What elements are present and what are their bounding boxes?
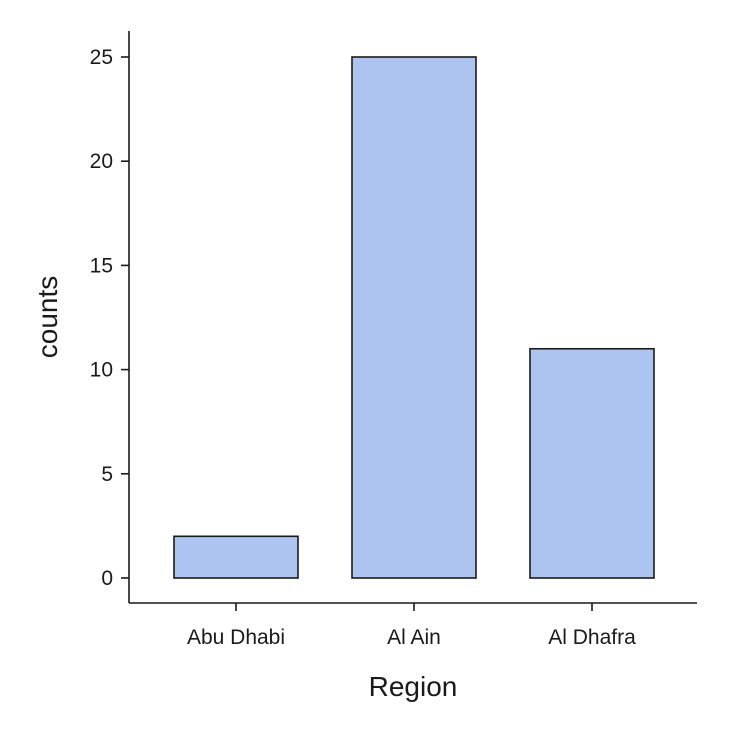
x-axis-ticks: Abu Dhabi Al Ain Al Dhafra [187,603,636,649]
bar-abu-dhabi [173,535,299,579]
x-axis-title: Region [369,671,458,702]
x-tick-label: Al Dhafra [548,626,636,649]
y-axis-ticks: 0 5 10 15 20 25 [90,46,129,590]
y-tick-label: 0 [101,567,113,590]
y-tick-label: 20 [90,150,113,173]
y-tick-label: 25 [90,46,113,69]
x-tick-label: Abu Dhabi [187,626,285,649]
bars-group [173,56,655,579]
y-tick-label: 5 [101,463,113,486]
y-tick-label: 10 [90,359,113,382]
bar-al-ain [351,56,477,579]
y-tick-label: 15 [90,254,113,277]
x-tick-label: Al Ain [387,626,441,649]
y-axis-title: counts [32,276,63,359]
bar-al-dhafra [529,347,655,579]
